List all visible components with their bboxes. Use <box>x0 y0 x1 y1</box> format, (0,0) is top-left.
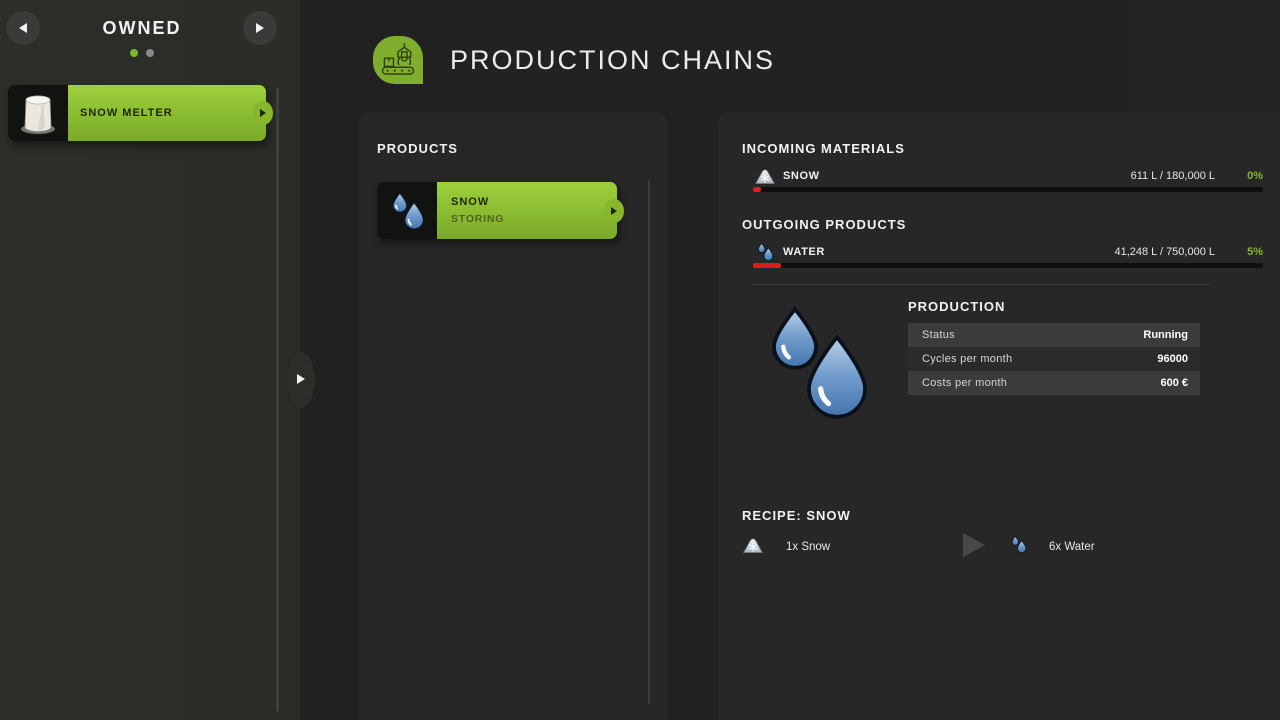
water-drops-icon <box>391 191 425 230</box>
sidebar-title: OWNED <box>102 18 182 38</box>
production-table: Status Running Cycles per month 96000 Co… <box>908 323 1200 395</box>
status-value: Running <box>1143 329 1188 341</box>
section-divider <box>752 284 1210 285</box>
owned-item-label: SNOW MELTER <box>80 107 173 119</box>
material-name: SNOW <box>783 170 820 182</box>
arrow-right-icon <box>256 23 264 33</box>
production-chains-icon <box>373 36 423 84</box>
cycles-value: 96000 <box>1157 353 1188 365</box>
product-name: SNOW <box>451 196 490 208</box>
costs-value: 600 € <box>1160 377 1188 389</box>
arrow-left-icon <box>19 23 27 33</box>
details-panel <box>718 112 1280 720</box>
snow-melter-thumbnail <box>8 85 68 141</box>
page-title: PRODUCTION CHAINS <box>450 45 776 75</box>
material-percent: 5% <box>1247 246 1263 258</box>
product-thumbnail <box>377 182 437 239</box>
incoming-materials-heading: INCOMING MATERIALS <box>742 141 905 156</box>
page-dot <box>146 49 154 57</box>
row-label: Status <box>922 329 955 341</box>
product-item-snow[interactable]: SNOW STORING <box>377 182 624 239</box>
snow-pile-icon <box>742 536 764 559</box>
product-status: STORING <box>451 213 505 225</box>
products-heading: PRODUCTS <box>377 141 458 156</box>
snow-melter-icon <box>21 95 55 134</box>
material-percent: 0% <box>1247 170 1263 182</box>
snow-fill-bar <box>753 187 1263 192</box>
products-scrollbar[interactable] <box>648 180 650 704</box>
water-drops-icon <box>1010 535 1027 559</box>
snow-fill-bar-value <box>753 187 761 192</box>
expand-arrow-icon <box>297 374 305 384</box>
next-page-button[interactable] <box>243 11 277 45</box>
owned-sidebar: OWNED SNOW MELTER <box>0 0 300 720</box>
arrow-right-icon <box>611 206 617 215</box>
outgoing-products-heading: OUTGOING PRODUCTS <box>742 217 907 232</box>
water-fill-bar <box>753 263 1263 268</box>
material-amount: 41,248 L / 750,000 L <box>1114 246 1215 258</box>
page-dots <box>0 49 284 57</box>
recipe-output: 6x Water <box>1049 541 1095 553</box>
material-amount: 611 L / 180,000 L <box>1130 170 1215 182</box>
outgoing-row-water: WATER 41,248 L / 750,000 L 5% <box>753 241 1263 263</box>
arrow-right-icon <box>260 109 266 117</box>
incoming-row-snow: SNOW 611 L / 180,000 L 0% <box>753 165 1263 187</box>
row-label: Cycles per month <box>922 353 1013 365</box>
row-label: Costs per month <box>922 377 1008 389</box>
recipe-heading: RECIPE: SNOW <box>742 508 851 523</box>
material-name: WATER <box>783 246 825 258</box>
table-row-costs: Costs per month 600 € <box>908 371 1200 395</box>
sidebar-scrollbar[interactable] <box>276 88 279 712</box>
snow-pile-icon <box>753 167 777 185</box>
water-drops-icon <box>753 242 777 262</box>
water-product-icon <box>760 300 872 431</box>
recipe-row: 1x Snow 6x Water <box>742 532 1162 563</box>
owned-item-snow-melter[interactable]: SNOW MELTER <box>8 85 273 141</box>
page-dot-active <box>130 49 138 57</box>
item-arrow-tab <box>604 198 624 223</box>
item-arrow-tab <box>253 101 273 125</box>
recipe-input: 1x Snow <box>786 541 831 553</box>
previous-page-button[interactable] <box>6 11 40 45</box>
water-fill-bar-value <box>753 263 782 268</box>
production-heading: PRODUCTION <box>908 299 1006 314</box>
play-arrow-icon <box>962 532 986 563</box>
table-row-status: Status Running <box>908 323 1200 347</box>
table-row-cycles: Cycles per month 96000 <box>908 347 1200 371</box>
